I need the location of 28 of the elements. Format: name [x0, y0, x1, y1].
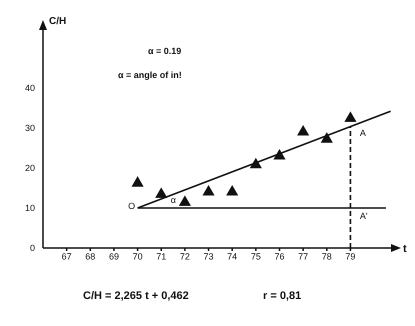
annotation: α = angle of in!: [118, 70, 182, 80]
y-tick-label: 40: [24, 83, 35, 94]
text: C/H = 2,265 t + 0,462: [83, 290, 189, 302]
x-tick-label: 73: [204, 251, 214, 262]
y-tick-label: 0: [30, 243, 35, 254]
annotation: A: [360, 128, 366, 138]
y-tick-label: 10: [24, 203, 35, 214]
annotation: O: [128, 201, 136, 211]
x-tick-label: 74: [227, 251, 238, 262]
annotation: A': [360, 211, 368, 221]
annotation: α = 0.19: [148, 46, 182, 56]
y-tick-label: 30: [24, 123, 35, 134]
x-tick-label: 70: [132, 251, 143, 262]
y-axis-title: C/H: [49, 16, 66, 27]
x-tick-label: 76: [274, 251, 284, 262]
text: r = 0,81: [263, 290, 302, 302]
x-tick-label: 71: [156, 251, 166, 262]
x-tick-label: 68: [85, 251, 96, 262]
x-tick-label: 67: [62, 251, 72, 262]
x-axis-title: t: [403, 243, 407, 255]
x-tick-label: 78: [322, 251, 332, 262]
y-tick-label: 20: [24, 163, 35, 174]
x-tick-label: 72: [180, 251, 190, 262]
x-tick-label: 79: [345, 251, 356, 262]
x-tick-label: 77: [298, 251, 308, 262]
x-tick-label: 75: [250, 251, 261, 262]
x-tick-label: 69: [108, 251, 119, 262]
annotation: α: [170, 194, 176, 205]
